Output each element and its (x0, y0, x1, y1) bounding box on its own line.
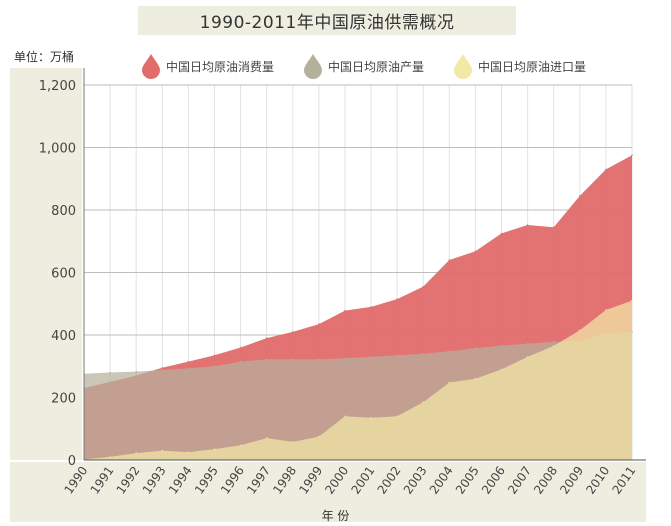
point-s1-1997 (265, 358, 268, 361)
legend-item-production: 中国日均原油产量 (302, 53, 424, 79)
y-tick-label-3: 600 (51, 267, 76, 282)
point-s1-2007 (526, 343, 529, 345)
point-s0-2003 (422, 285, 425, 288)
point-s1-2006 (500, 344, 503, 347)
point-s2-2000 (344, 415, 346, 418)
point-s1-1993 (161, 369, 164, 371)
point-s1-2003 (422, 353, 425, 355)
point-s2-2009 (579, 329, 581, 332)
point-s1-1996 (239, 360, 242, 363)
point-s0-1993 (161, 367, 164, 369)
point-s1-2008 (552, 341, 555, 343)
point-s0-1994 (187, 360, 190, 363)
point-s2-2004 (448, 381, 451, 384)
point-s2-1993 (161, 449, 164, 452)
y-tick-label-0: 0 (68, 454, 76, 469)
point-s0-2002 (396, 298, 398, 300)
point-s1-1995 (213, 365, 216, 368)
point-s2-1994 (187, 451, 190, 454)
point-s0-1996 (239, 346, 242, 349)
point-s1-1994 (187, 367, 190, 370)
point-s2-1995 (213, 448, 216, 450)
point-s1-1991 (109, 371, 111, 374)
y-tick-label-4: 800 (51, 204, 76, 219)
point-s2-2006 (500, 368, 503, 371)
point-s2-2010 (605, 309, 607, 311)
point-s1-1998 (292, 358, 294, 361)
point-s0-2007 (526, 224, 529, 226)
legend-label-import: 中国日均原油进口量 (478, 59, 587, 74)
point-s2-1991 (109, 456, 111, 458)
y-tick-label-2: 400 (51, 329, 76, 344)
point-s0-2010 (605, 168, 607, 171)
y-tick-label-6: 1,200 (39, 79, 76, 94)
point-s1-2000 (344, 357, 346, 359)
point-s0-2009 (579, 195, 581, 197)
point-s2-2007 (526, 356, 529, 358)
legend: 中国日均原油消费量 中国日均原油产量 中国日均原油进口量 (140, 52, 614, 80)
legend-label-production: 中国日均原油产量 (328, 59, 425, 74)
x-axis-band (10, 462, 646, 522)
point-s0-2006 (500, 232, 503, 235)
point-s2-2005 (474, 378, 477, 380)
drop-icon-consumption (142, 54, 160, 79)
point-s1-1999 (318, 358, 320, 361)
legend-item-import: 中国日均原油进口量 (452, 53, 586, 79)
point-s0-1999 (318, 323, 320, 325)
point-s2-1997 (265, 437, 268, 439)
point-s2-1999 (318, 435, 320, 438)
point-s1-1992 (135, 370, 137, 373)
point-s0-2001 (370, 306, 372, 308)
legend-item-consumption: 中国日均原油消费量 (140, 53, 274, 79)
point-s2-1996 (239, 444, 242, 447)
point-s1-2001 (370, 356, 372, 358)
point-s0-1997 (265, 337, 268, 339)
point-s2-2008 (552, 345, 555, 347)
point-s0-2011 (631, 154, 633, 157)
y-axis-band (10, 68, 82, 460)
point-s2-1992 (135, 452, 137, 454)
point-s0-2008 (552, 226, 555, 228)
legend-label-consumption: 中国日均原油消费量 (166, 59, 275, 74)
point-s2-1998 (292, 441, 294, 443)
drop-icon-import (454, 54, 473, 79)
chart-title: 1990-2011年中国原油供需概况 (138, 6, 516, 35)
area-series-2 (84, 300, 632, 460)
point-s1-2005 (474, 347, 477, 349)
x-axis-label: 年 份 (321, 509, 350, 523)
point-s0-1995 (213, 354, 216, 357)
point-s0-2005 (474, 250, 477, 253)
drop-icon-production (304, 54, 323, 79)
point-s0-2004 (448, 259, 451, 261)
y-tick-label-1: 200 (51, 392, 76, 407)
point-s1-2002 (396, 354, 398, 357)
point-s0-1998 (292, 331, 294, 333)
point-s2-2001 (370, 417, 372, 419)
point-s1-2004 (448, 350, 451, 353)
point-s0-2000 (344, 309, 346, 312)
unit-label: 单位：万桶 (14, 50, 75, 64)
point-s2-2002 (396, 415, 398, 418)
y-tick-label-5: 1,000 (39, 142, 76, 157)
point-s2-2003 (422, 401, 425, 404)
point-s2-2011 (631, 299, 633, 302)
